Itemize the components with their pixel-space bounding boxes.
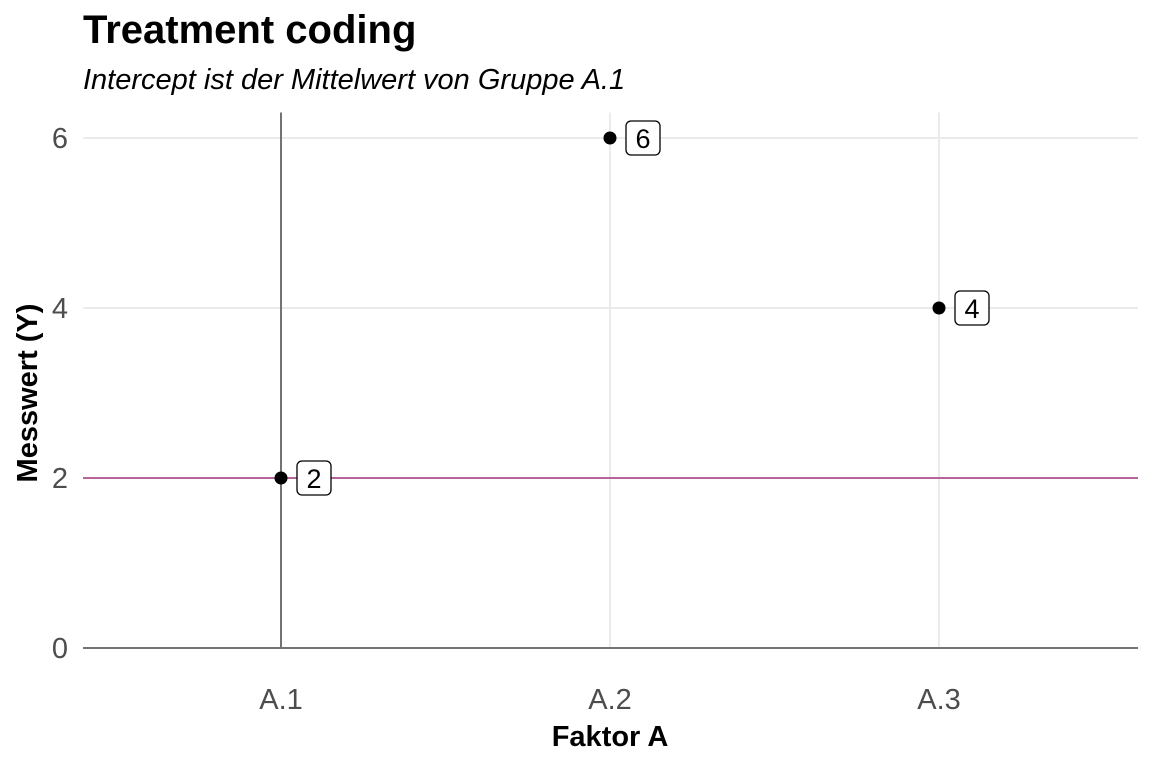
data-label-box: [625, 120, 661, 156]
y-tick-label: 2: [52, 463, 68, 495]
data-label-box: [954, 290, 990, 326]
data-point: [932, 301, 946, 315]
data-label-box: [296, 460, 332, 496]
data-label: 2: [306, 464, 321, 494]
data-label: 4: [964, 294, 979, 324]
chart-subtitle: Intercept ist der Mittelwert von Gruppe …: [83, 64, 626, 96]
x-tick-label: A.1: [259, 684, 303, 716]
data-point: [603, 131, 617, 145]
y-tick-label: 4: [52, 293, 68, 325]
x-tick-label: A.2: [588, 684, 632, 716]
x-tick-label: A.3: [917, 684, 961, 716]
data-point: [274, 471, 288, 485]
data-label: 6: [635, 124, 650, 154]
x-axis-title: Faktor A: [552, 721, 669, 753]
y-tick-label: 6: [52, 123, 68, 155]
chart-title: Treatment coding: [83, 8, 417, 52]
y-tick-label: 0: [52, 633, 68, 665]
y-axis-title: Messwert (Y): [12, 304, 44, 483]
